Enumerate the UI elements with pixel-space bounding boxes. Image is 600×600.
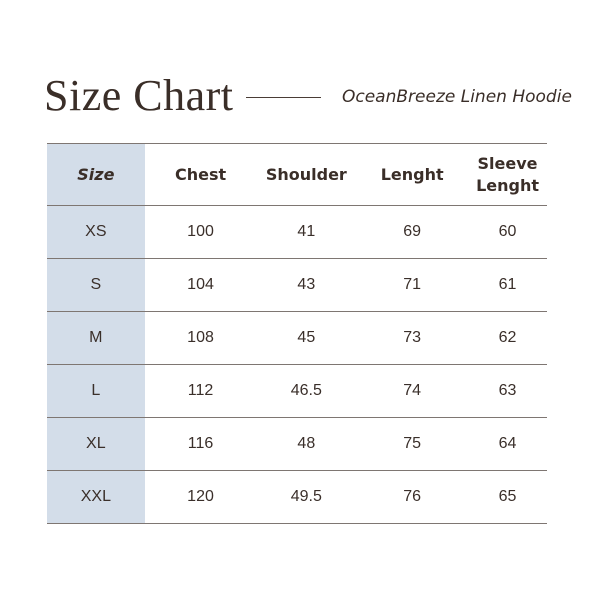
cell-chest: 100 (187, 223, 214, 240)
cell-sleeve-length: 61 (498, 276, 517, 293)
cell-shoulder: 48 (297, 435, 316, 452)
table-header-row: Size Chest Shoulder Lenght Sleeve Lenght (47, 143, 547, 206)
cell-shoulder: 41 (297, 223, 316, 240)
cell-sleeve-length: 63 (498, 382, 517, 399)
cell-chest: 116 (187, 435, 214, 452)
cell-shoulder: 46.5 (290, 382, 322, 399)
cell-length: 75 (403, 435, 422, 452)
cell-sleeve-length: 62 (498, 329, 517, 346)
column-header-sleeve-length: Sleeve Lenght (476, 153, 539, 195)
cell-length: 69 (403, 223, 422, 240)
table-row: S 104 43 71 61 (47, 258, 547, 312)
table-row: L 112 46.5 74 63 (47, 364, 547, 418)
cell-size: L (47, 364, 145, 418)
cell-chest: 112 (187, 382, 214, 399)
cell-sleeve-length: 64 (498, 435, 517, 452)
cell-length: 76 (403, 488, 422, 505)
cell-chest: 108 (187, 329, 214, 346)
cell-size: XS (47, 205, 145, 259)
product-name: OceanBreeze Linen Hoodie (342, 87, 572, 107)
cell-size: XXL (47, 470, 145, 524)
cell-shoulder: 49.5 (290, 488, 322, 505)
cell-length: 74 (403, 382, 422, 399)
column-header-length: Lenght (380, 164, 444, 184)
table-row: XXL 120 49.5 76 65 (47, 470, 547, 524)
table-row: XL 116 48 75 64 (47, 417, 547, 471)
page-title: Size Chart (44, 71, 234, 120)
cell-length: 71 (403, 276, 422, 293)
cell-shoulder: 45 (297, 329, 316, 346)
title-divider (246, 97, 321, 98)
column-header-chest: Chest (174, 164, 227, 184)
cell-chest: 104 (187, 276, 214, 293)
cell-sleeve-length: 65 (498, 488, 517, 505)
table-row: XS 100 41 69 60 (47, 205, 547, 259)
column-header-shoulder: Shoulder (265, 164, 347, 184)
cell-chest: 120 (187, 488, 214, 505)
table-row: M 108 45 73 62 (47, 311, 547, 365)
cell-shoulder: 43 (297, 276, 316, 293)
column-header-size: Size (47, 143, 145, 206)
cell-sleeve-length: 60 (498, 223, 517, 240)
size-table: Size Chest Shoulder Lenght Sleeve Lenght… (47, 143, 547, 524)
cell-size: S (47, 258, 145, 312)
cell-length: 73 (403, 329, 422, 346)
cell-size: M (47, 311, 145, 365)
cell-size: XL (47, 417, 145, 471)
